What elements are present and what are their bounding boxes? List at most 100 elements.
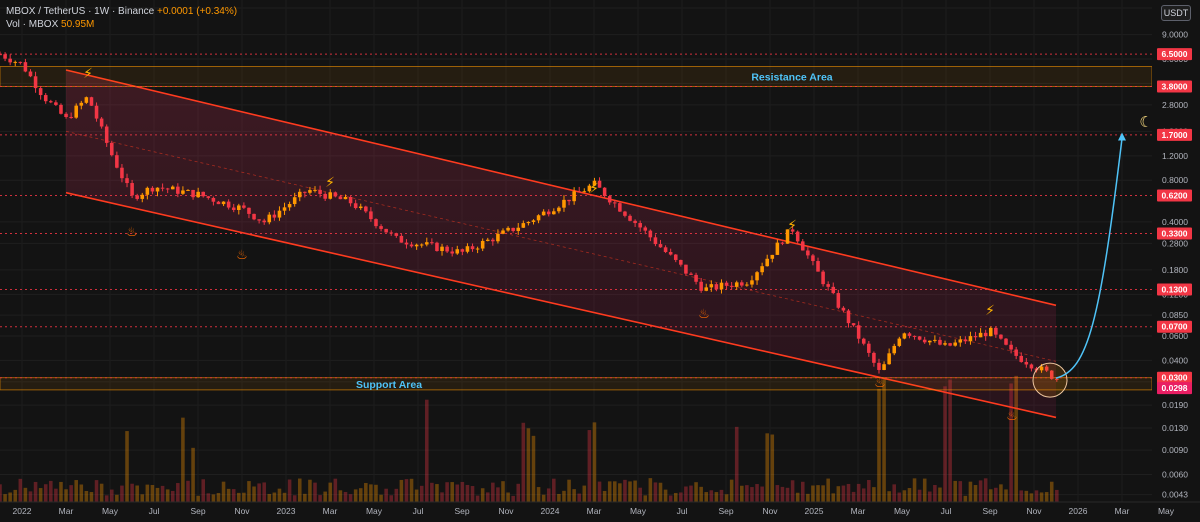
- time-tick-label: Jul: [149, 506, 160, 516]
- candle-body: [419, 244, 424, 246]
- candle-body: [165, 188, 170, 190]
- symbol-title[interactable]: MBOX / TetherUS · 1W · Binance: [6, 6, 155, 17]
- volume-bar: [181, 417, 185, 502]
- volume-bar: [613, 481, 617, 502]
- volume-bar: [912, 478, 917, 502]
- candle-body: [694, 274, 698, 282]
- candle-body: [297, 191, 302, 198]
- volume-bar: [333, 478, 338, 502]
- volume-bar: [404, 479, 409, 502]
- candle-body: [353, 203, 358, 209]
- volume-bar: [567, 479, 571, 502]
- currency-button[interactable]: USDT: [1161, 5, 1191, 21]
- candle-body: [226, 201, 231, 208]
- candle-body: [191, 189, 195, 198]
- projection[interactable]: [1032, 132, 1126, 398]
- candle-body: [658, 244, 663, 248]
- candle-body: [308, 190, 312, 193]
- candle-body: [846, 310, 851, 324]
- candle-body: [110, 142, 114, 156]
- price-level-label: 1.7000: [1162, 130, 1188, 140]
- candle-body: [394, 233, 399, 236]
- chart-legend: MBOX / TetherUS · 1W · Binance +0.0001 (…: [6, 5, 237, 31]
- candle-body: [526, 221, 531, 224]
- volume-bar: [668, 495, 673, 502]
- candle-body: [384, 228, 388, 233]
- candle-body: [907, 333, 912, 336]
- volume-bar: [0, 484, 2, 502]
- volume-bar: [836, 486, 841, 502]
- candle-body: [79, 102, 84, 106]
- price-tick-label: 0.0400: [1162, 355, 1188, 365]
- candle-body: [562, 199, 566, 208]
- volume-bar: [394, 488, 399, 502]
- volume-bar: [506, 492, 510, 502]
- highlight-circle[interactable]: [1032, 362, 1068, 398]
- volume-bar: [587, 430, 592, 502]
- volume-label[interactable]: Vol · MBOX: [6, 19, 59, 30]
- candle-body: [780, 242, 785, 244]
- candle-body: [572, 191, 576, 202]
- time-tick-label: 2026: [1069, 506, 1088, 516]
- volume-bar: [1039, 492, 1044, 502]
- candle-body: [602, 187, 607, 197]
- volume-bar: [43, 484, 48, 502]
- price-levels[interactable]: [0, 53, 1152, 379]
- candle-body: [84, 97, 89, 103]
- time-tick-label: Sep: [190, 506, 205, 516]
- price-tick-label: 0.0043: [1162, 490, 1188, 500]
- volume-bar: [150, 485, 155, 502]
- candle-body: [450, 251, 454, 254]
- candle-body: [130, 183, 134, 196]
- resistance-zone[interactable]: [0, 66, 1153, 87]
- volume-bar: [663, 489, 668, 502]
- volume-bar: [694, 482, 698, 502]
- volume-bar: [546, 488, 551, 502]
- volume-bar: [948, 379, 952, 502]
- time-tick-label: Nov: [498, 506, 514, 516]
- support-zone[interactable]: [0, 377, 1153, 391]
- volume-bar: [846, 483, 851, 502]
- candle-body: [826, 284, 830, 287]
- candle-body: [445, 246, 449, 252]
- volume-bar: [557, 493, 561, 502]
- price-level-label: 6.5000: [1162, 49, 1188, 59]
- descending-channel[interactable]: [65, 69, 1057, 419]
- volume-value: 50.95M: [61, 19, 95, 30]
- channel-lower-line[interactable]: [65, 191, 1057, 419]
- candle-body: [89, 97, 94, 106]
- candle-body: [0, 54, 2, 56]
- candle-body: [689, 273, 693, 275]
- candle-body: [323, 193, 327, 199]
- volume-bar: [369, 484, 373, 502]
- candle-body: [1009, 344, 1013, 350]
- candles: [0, 51, 1059, 382]
- time-tick-label: 2023: [277, 506, 296, 516]
- volume-bar: [1034, 490, 1039, 502]
- candle-body: [455, 249, 460, 254]
- volume-bar: [491, 482, 495, 502]
- time-axis-bg: [0, 502, 1200, 522]
- candle-body: [425, 242, 429, 245]
- candle-body: [897, 338, 902, 346]
- channel-upper-line[interactable]: [65, 69, 1057, 307]
- candle-body: [765, 258, 769, 267]
- candle-body: [963, 339, 968, 342]
- volume-bar: [389, 495, 394, 502]
- candle-body: [1044, 366, 1049, 371]
- candle-body: [760, 266, 764, 273]
- candle-body: [343, 196, 348, 200]
- volume-bar: [460, 481, 465, 502]
- projection-arrow[interactable]: [1055, 138, 1123, 379]
- volume-bar: [856, 483, 861, 502]
- candle-body: [536, 215, 541, 221]
- candle-body: [861, 338, 866, 344]
- volume-bar: [892, 484, 897, 502]
- zones[interactable]: Resistance Area Support Area: [0, 66, 1153, 391]
- candle-body: [160, 187, 165, 189]
- time-tick-label: Mar: [587, 506, 602, 516]
- volume-bar: [282, 492, 287, 502]
- candle-body: [399, 235, 404, 243]
